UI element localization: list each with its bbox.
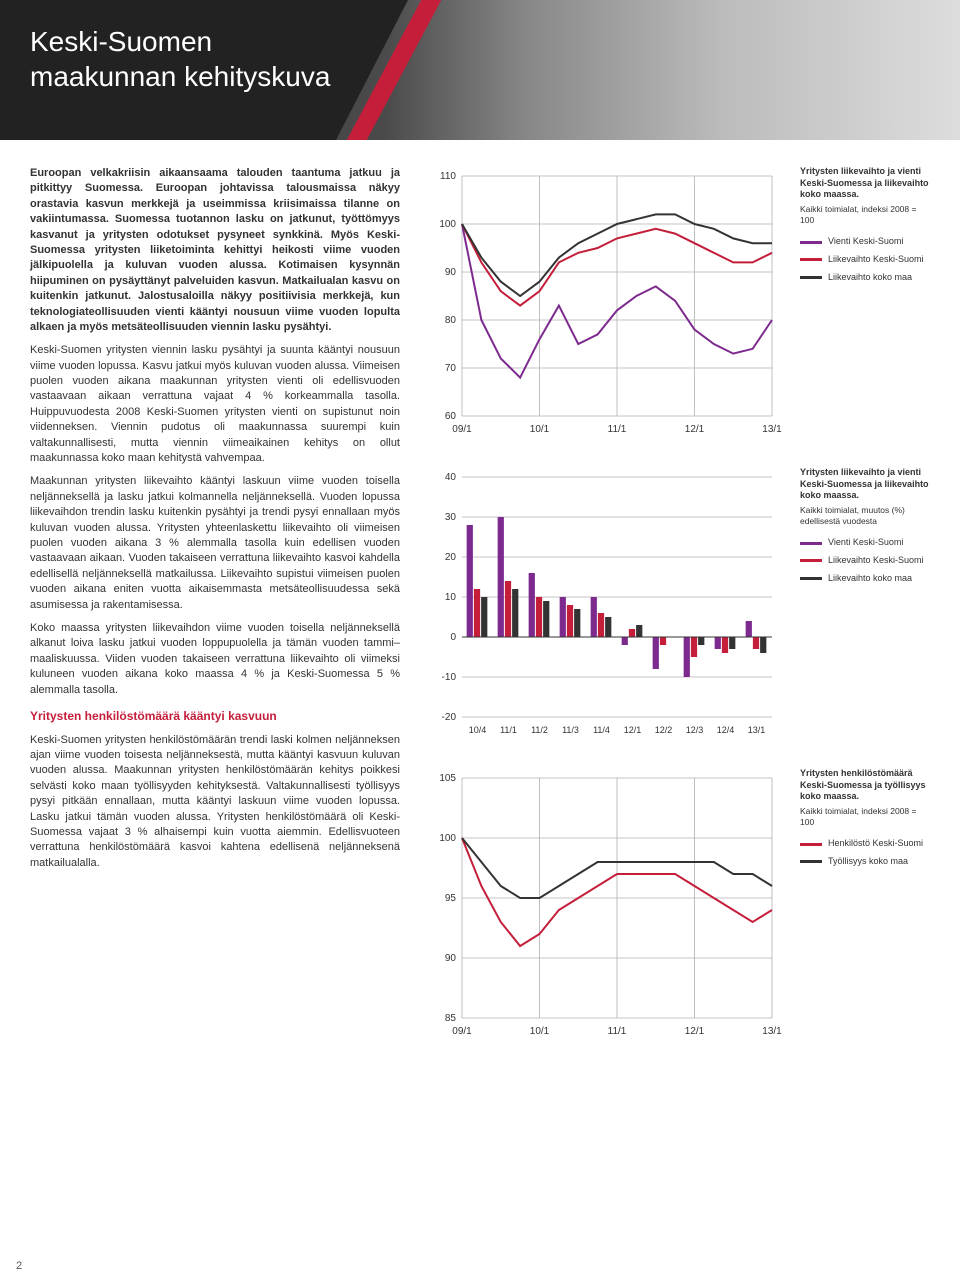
svg-text:95: 95 — [445, 893, 457, 904]
chart-row-3: 85 90 95 100 105 09/1 10/1 11/1 12/1 13/1 Yrityst… — [422, 768, 930, 1053]
legend-label: Liikevaihto Keski-Suomi — [828, 555, 924, 567]
title-line-1: Keski-Suomen — [30, 26, 212, 57]
svg-text:09/1: 09/1 — [452, 424, 472, 435]
legend-title: Yritysten liikevaihto ja vienti Keski-Su… — [800, 467, 930, 502]
legend-item: Työllisyys koko maa — [800, 856, 930, 868]
intro-paragraph: Euroopan velkakriisin aikaansaama taloud… — [30, 166, 400, 335]
paragraph-4: Keski-Suomen yritysten henkilöstömäärän … — [30, 733, 400, 872]
svg-text:12/2: 12/2 — [655, 725, 673, 735]
page-number: 2 — [16, 1260, 22, 1272]
header-banner: Keski-Suomen maakunnan kehityskuva — [0, 0, 960, 140]
svg-text:110: 110 — [440, 171, 456, 182]
svg-text:20: 20 — [445, 552, 457, 563]
svg-text:70: 70 — [445, 363, 457, 374]
legend-item: Liikevaihto Keski-Suomi — [800, 555, 930, 567]
svg-text:60: 60 — [445, 411, 457, 422]
svg-text:0: 0 — [450, 632, 456, 643]
svg-text:90: 90 — [445, 267, 457, 278]
svg-text:11/4: 11/4 — [593, 725, 610, 735]
legend-item: Liikevaihto Keski-Suomi — [800, 254, 930, 266]
legend-swatch — [800, 843, 822, 846]
svg-text:40: 40 — [445, 472, 457, 483]
svg-text:100: 100 — [439, 833, 456, 844]
page-title: Keski-Suomen maakunnan kehityskuva — [30, 24, 330, 94]
legend-label: Liikevaihto koko maa — [828, 272, 912, 284]
svg-text:85: 85 — [445, 1013, 457, 1024]
svg-text:10: 10 — [445, 592, 457, 603]
legend-subtitle: Kaikki toimialat, indeksi 2008 = 100 — [800, 204, 930, 226]
svg-text:13/1: 13/1 — [762, 1026, 782, 1037]
svg-text:12/4: 12/4 — [717, 725, 735, 735]
legend-label: Työllisyys koko maa — [828, 856, 908, 868]
main-content: Euroopan velkakriisin aikaansaama taloud… — [0, 140, 960, 1073]
chart-3-legend: Yritysten henkilöstömäärä Keski-Suomessa… — [800, 768, 930, 1053]
legend-title: Yritysten liikevaihto ja vienti Keski-Su… — [800, 166, 930, 201]
svg-text:12/1: 12/1 — [624, 725, 642, 735]
legend-item: Liikevaihto koko maa — [800, 573, 930, 585]
svg-text:09/1: 09/1 — [452, 1026, 472, 1037]
body-text-column: Euroopan velkakriisin aikaansaama taloud… — [30, 166, 400, 1053]
charts-column: 6070809010011009/110/111/112/113/1 Yrity… — [422, 166, 930, 1053]
svg-text:13/1: 13/1 — [748, 725, 766, 735]
chart-row-1: 60 70 80 90 100 110 09/1 10/1 11/1 12/1 13/1 Yrity… — [422, 166, 930, 451]
svg-text:-10: -10 — [442, 672, 457, 683]
legend-title: Yritysten henkilöstömäärä Keski-Suomessa… — [800, 768, 930, 803]
svg-text:12/3: 12/3 — [686, 725, 704, 735]
subhead: Yritysten henkilöstömäärä kääntyi kasvuu… — [30, 708, 400, 725]
svg-text:13/1: 13/1 — [762, 424, 782, 435]
legend-swatch — [800, 542, 822, 545]
svg-text:10/4: 10/4 — [469, 725, 487, 735]
svg-text:80: 80 — [445, 315, 457, 326]
svg-text:-20: -20 — [442, 712, 457, 723]
svg-text:10/1: 10/1 — [530, 424, 550, 435]
legend-swatch — [800, 241, 822, 244]
legend-item: Henkilöstö Keski-Suomi — [800, 838, 930, 850]
legend-swatch — [800, 559, 822, 562]
svg-text:12/1: 12/1 — [685, 424, 705, 435]
title-line-2: maakunnan kehityskuva — [30, 61, 330, 92]
paragraph-1: Keski-Suomen yritysten viennin lasku pys… — [30, 343, 400, 466]
legend-label: Vienti Keski-Suomi — [828, 236, 903, 248]
legend-swatch — [800, 258, 822, 261]
legend-subtitle: Kaikki toimialat, indeksi 2008 = 100 — [800, 806, 930, 828]
chart-2: -20 -10 0 10 20 30 40 10/4 11/1 11/2 11/3 11/4 12/1 1… — [422, 467, 782, 752]
svg-text:10/1: 10/1 — [530, 1026, 550, 1037]
legend-label: Liikevaihto Keski-Suomi — [828, 254, 924, 266]
svg-text:30: 30 — [445, 512, 457, 523]
legend-swatch — [800, 860, 822, 863]
legend-item: Vienti Keski-Suomi — [800, 537, 930, 549]
svg-text:11/1: 11/1 — [608, 424, 627, 435]
chart-row-2: -20 -10 0 10 20 30 40 10/4 11/1 11/2 11/3 11/4 12/1 1… — [422, 467, 930, 752]
svg-text:90: 90 — [445, 953, 457, 964]
legend-label: Henkilöstö Keski-Suomi — [828, 838, 923, 850]
svg-text:11/1: 11/1 — [500, 725, 517, 735]
svg-text:11/1: 11/1 — [608, 1026, 627, 1037]
svg-text:12/1: 12/1 — [685, 1026, 705, 1037]
chart-3: 85 90 95 100 105 09/1 10/1 11/1 12/1 13/1 — [422, 768, 782, 1053]
legend-subtitle: Kaikki toimialat, muutos (%) edellisestä… — [800, 505, 930, 527]
legend-label: Liikevaihto koko maa — [828, 573, 912, 585]
legend-label: Vienti Keski-Suomi — [828, 537, 903, 549]
chart-1: 60 70 80 90 100 110 09/1 10/1 11/1 12/1 13/1 — [422, 166, 782, 451]
paragraph-2: Maakunnan yritysten liikevaihto kääntyi … — [30, 474, 400, 613]
svg-text:11/2: 11/2 — [531, 725, 548, 735]
paragraph-3: Koko maassa yritysten liikevaihdon viime… — [30, 621, 400, 698]
svg-text:105: 105 — [439, 773, 456, 784]
chart-1-legend: Yritysten liikevaihto ja vienti Keski-Su… — [800, 166, 930, 451]
legend-swatch — [800, 276, 822, 279]
legend-item: Liikevaihto koko maa — [800, 272, 930, 284]
legend-item: Vienti Keski-Suomi — [800, 236, 930, 248]
legend-swatch — [800, 577, 822, 580]
svg-text:100: 100 — [439, 219, 456, 230]
svg-text:11/3: 11/3 — [562, 725, 579, 735]
chart-2-legend: Yritysten liikevaihto ja vienti Keski-Su… — [800, 467, 930, 752]
